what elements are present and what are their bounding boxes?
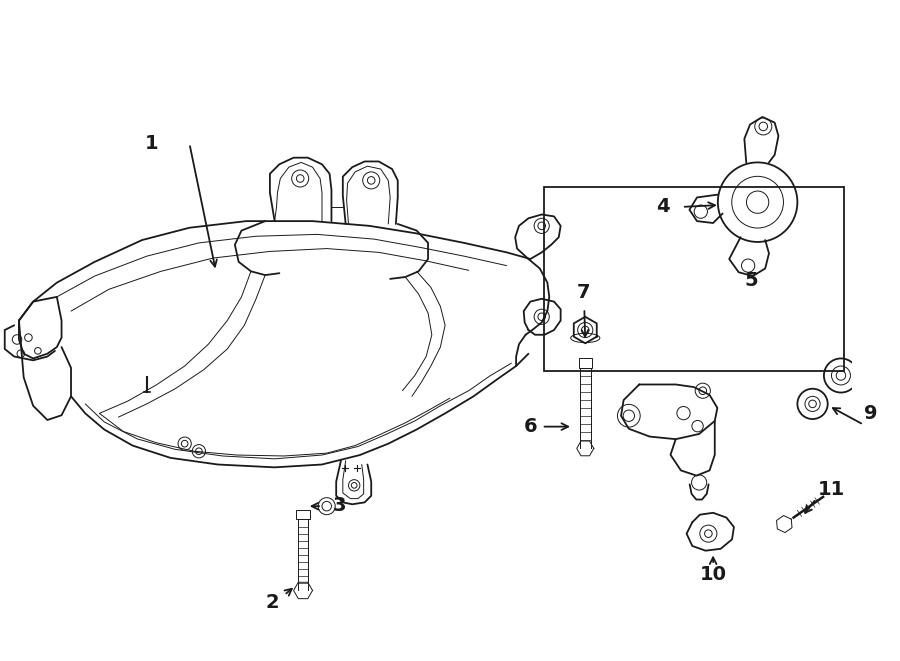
Text: 7: 7 [577, 283, 590, 301]
Bar [296, 510, 310, 520]
Text: 2: 2 [266, 594, 280, 612]
Text: 8: 8 [898, 404, 900, 423]
Text: 6: 6 [524, 417, 537, 436]
Bar [579, 358, 592, 368]
Text: 3: 3 [332, 496, 346, 515]
Text: 1: 1 [145, 134, 158, 153]
Text: 5: 5 [744, 271, 758, 290]
Text: 11: 11 [818, 480, 845, 498]
Bar [544, 186, 844, 371]
Text: 10: 10 [699, 565, 726, 584]
Text: 4: 4 [656, 198, 670, 216]
Text: 9: 9 [864, 404, 878, 423]
